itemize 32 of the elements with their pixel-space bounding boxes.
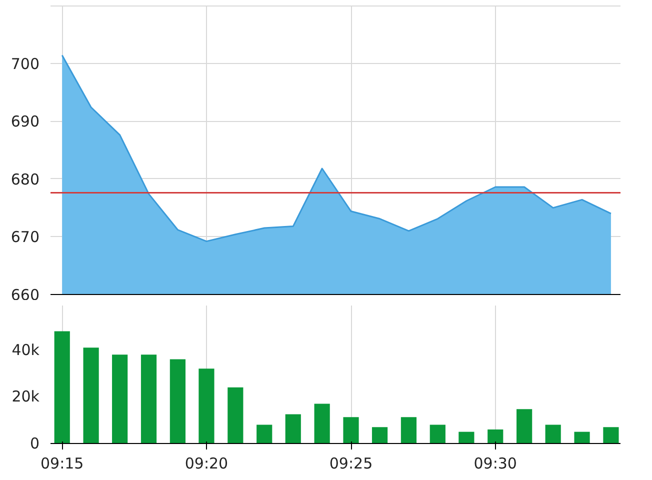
y-tick-label: 0 — [30, 434, 40, 452]
bar — [140, 354, 157, 444]
bar — [574, 432, 590, 444]
y-tick-label: 20k — [12, 388, 40, 406]
bar — [400, 417, 417, 444]
y-tick-label: 40k — [12, 340, 40, 359]
bar — [170, 359, 186, 444]
bar — [314, 404, 330, 444]
y-tick-label: 660 — [10, 286, 40, 304]
bar — [83, 348, 99, 444]
bar — [228, 387, 244, 444]
bar — [488, 429, 504, 444]
bar — [458, 432, 474, 444]
x-tick-label: 09:15 — [40, 454, 84, 472]
bar — [256, 424, 272, 444]
bar — [372, 427, 388, 444]
bar — [112, 354, 128, 444]
y-tick-label: 680 — [10, 170, 40, 188]
bar — [343, 417, 359, 444]
x-tick-label: 09:20 — [184, 454, 228, 472]
bar — [603, 427, 619, 444]
bar — [285, 414, 301, 444]
bar — [198, 368, 214, 444]
bar — [516, 409, 532, 444]
y-tick-label: 690 — [10, 112, 40, 131]
x-tick-label: 09:25 — [329, 454, 373, 472]
bar — [545, 424, 561, 444]
bar — [430, 424, 446, 444]
y-tick-label: 700 — [10, 54, 40, 73]
y-tick-label: 670 — [10, 228, 40, 246]
bar — [54, 331, 70, 444]
x-tick-label: 09:30 — [474, 454, 517, 472]
